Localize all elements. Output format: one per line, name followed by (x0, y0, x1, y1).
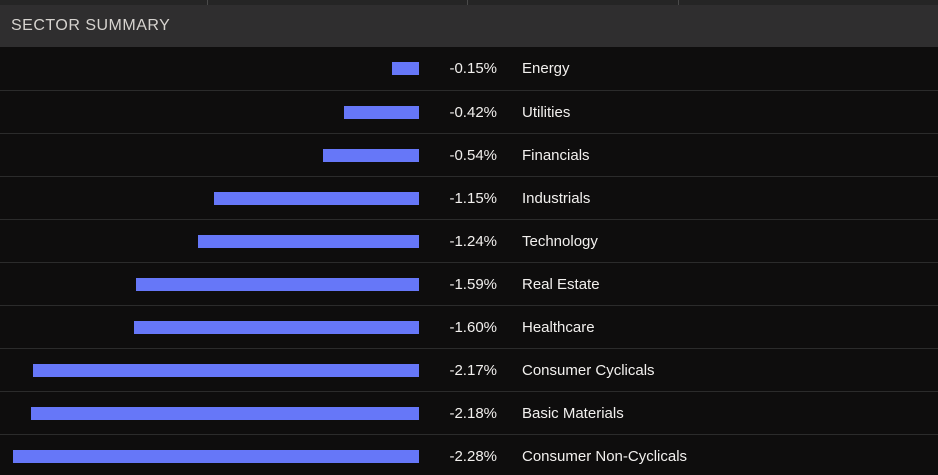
sector-bar (134, 320, 419, 334)
column-divider (467, 0, 468, 5)
sector-row[interactable]: -2.28% Consumer Non-Cyclicals (0, 434, 938, 475)
sector-row[interactable]: -1.15% Industrials (0, 176, 938, 219)
bar-area (0, 392, 419, 434)
sector-rows: -0.15% Energy -0.42% Utilities -0.54% Financi… (0, 47, 938, 475)
sector-name: Industrials (522, 189, 591, 207)
sector-row[interactable]: -1.24% Technology (0, 219, 938, 262)
sector-change-value: -2.17% (449, 361, 497, 379)
panel-header[interactable]: SECTOR SUMMARY (0, 5, 938, 47)
sector-bar (198, 234, 419, 248)
sector-change-value: -2.28% (449, 447, 497, 465)
bar-area (0, 435, 419, 475)
bar-area (0, 134, 419, 176)
sector-row[interactable]: -2.17% Consumer Cyclicals (0, 348, 938, 391)
bar-area (0, 349, 419, 391)
sector-change-value: -0.42% (449, 103, 497, 121)
sector-row[interactable]: -0.54% Financials (0, 133, 938, 176)
sector-change-value: -1.59% (449, 275, 497, 293)
sector-name: Consumer Cyclicals (522, 361, 655, 379)
panel-title: SECTOR SUMMARY (11, 17, 171, 34)
sector-bar (13, 449, 419, 463)
sector-row[interactable]: -2.18% Basic Materials (0, 391, 938, 434)
sector-name: Energy (522, 60, 570, 77)
sector-name: Healthcare (522, 318, 595, 336)
bar-area (0, 91, 419, 133)
sector-name: Real Estate (522, 275, 600, 293)
sector-name: Basic Materials (522, 404, 624, 422)
sector-row[interactable]: -1.60% Healthcare (0, 305, 938, 348)
sector-name: Consumer Non-Cyclicals (522, 447, 688, 465)
sector-change-value: -1.24% (449, 232, 497, 250)
sector-row[interactable]: -0.42% Utilities (0, 90, 938, 133)
sector-bar (136, 277, 419, 291)
bar-area (0, 47, 419, 90)
sector-change-value: -0.54% (449, 146, 497, 164)
sector-name: Technology (522, 232, 598, 250)
sector-change-value: -1.15% (449, 189, 497, 207)
sector-change-value: -1.60% (449, 318, 497, 336)
column-divider (678, 0, 679, 5)
bar-area (0, 263, 419, 305)
bar-area (0, 306, 419, 348)
sector-row[interactable]: -1.59% Real Estate (0, 262, 938, 305)
sector-bar (31, 406, 419, 420)
bar-area (0, 177, 419, 219)
sector-bar (214, 191, 419, 205)
sector-bar (392, 62, 419, 75)
sector-change-value: -0.15% (449, 60, 497, 77)
bar-area (0, 220, 419, 262)
column-divider (207, 0, 208, 5)
sector-bar (344, 105, 419, 119)
sector-name: Financials (522, 146, 590, 164)
sector-row[interactable]: -0.15% Energy (0, 47, 938, 90)
sector-name: Utilities (522, 103, 571, 121)
top-strip (0, 0, 938, 5)
sector-change-value: -2.18% (449, 404, 497, 422)
sector-bar (33, 363, 419, 377)
sector-bar (323, 148, 419, 162)
